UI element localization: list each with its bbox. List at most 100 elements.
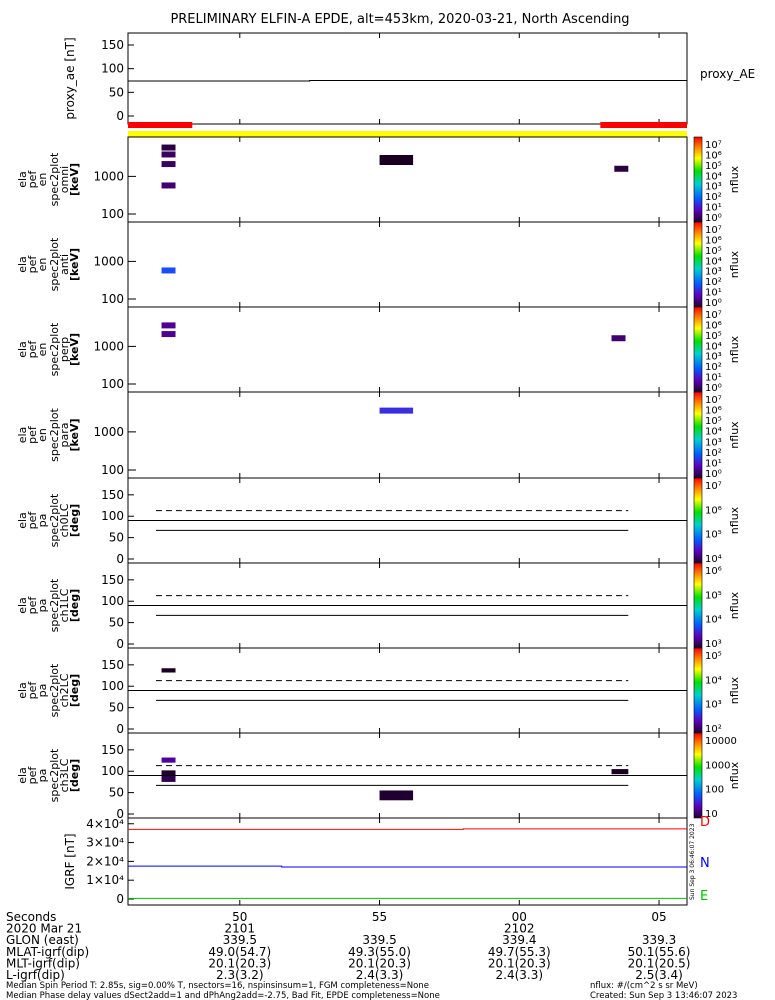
footer-label: Seconds [6,910,56,924]
footer-note-1: Median Spin Period T: 2.85s, sig=0.00% T… [6,981,429,991]
en-perp-colorbar-tick: 10⁰ [705,383,722,394]
en-anti-colorbar-tick: 10³ [705,267,722,278]
pa-ch2-colorbar-label: nflux [728,676,741,704]
en-para-colorbar-tick: 10⁵ [705,416,722,427]
proxy-ae-ytick-label: 50 [109,85,124,99]
en-perp-colorbar [693,306,703,393]
pa-ch2-ylabel: ela [16,682,29,699]
en-para-colorbar-tick: 10³ [705,437,722,448]
en-perp-colorbar-tick: 10⁵ [705,331,722,342]
pa-ch0-ylabel: [deg] [68,504,81,537]
en-para-ylabel: pef [26,425,39,444]
en-anti-colorbar-tick: 10⁷ [705,225,722,236]
footer-value: 20.1(20.3) [348,956,411,970]
pa-ch3-ytick-label: 0 [116,807,124,821]
en-para-colorbar-tick: 10⁴ [705,427,722,438]
pa-ch2-ytick-label: 50 [109,701,124,715]
igrf-ytick-label: 3×10⁴ [86,836,124,850]
position-bar-yellow [128,131,687,137]
footer-value: 339.4 [502,933,536,947]
pa-ch3-cell [379,790,414,801]
footer-label: 2020 Mar 21 [6,922,82,936]
en-perp-ylabel: pef [26,340,39,359]
footer-value: 55 [372,910,387,924]
pa-ch3-colorbar-label: nflux [728,761,741,789]
pa-ch3-cell [161,770,176,776]
pa-ch2-colorbar-tick: 10⁴ [705,675,722,686]
en-anti-colorbar-label: nflux [728,250,741,278]
footer-value: 50.1(55.6) [628,945,691,959]
footer-created: Created: Sun Sep 3 13:46:07 2023 [590,991,737,1000]
pa-ch0-ylabel: ch0LC [58,503,71,537]
en-perp-colorbar-label: nflux [728,335,741,363]
en-perp-cell [161,331,176,338]
footer-value: 20.1(20.3) [208,956,271,970]
pa-ch0-colorbar-label: nflux [728,506,741,534]
pa-ch2-ylabel: spec2plot [48,663,61,717]
pa-ch3-colorbar-tick: 10 [705,809,718,820]
igrf-legend-N: N [700,856,710,871]
en-omni-ylabel: en [36,173,49,187]
pa-ch2-colorbar [693,647,703,734]
igrf-frame [127,817,688,906]
en-anti-cell [161,267,176,274]
footer-value: 2101 [225,922,256,936]
pa-ch0-ytick-label: 100 [101,509,124,523]
en-anti-ylabel: ela [16,256,29,273]
pa-ch2-colorbar-tick: 10³ [705,700,722,711]
en-omni-cell [161,151,176,158]
en-para-ylabel: [keV] [68,418,81,451]
en-omni-colorbar-tick: 10⁵ [705,161,722,172]
en-perp-ylabel: en [36,343,49,357]
pa-ch2-ylabel: pef [26,681,39,700]
en-omni-colorbar-tick: 10⁷ [705,140,722,151]
en-anti-colorbar-tick: 10⁰ [705,298,722,309]
pa-ch2-ylabel: pa [36,684,49,698]
pa-ch0-colorbar-tick: 10⁷ [705,481,722,492]
en-para-colorbar-tick: 10⁶ [705,406,722,417]
pa-ch0-ylabel: pef [26,511,39,530]
footer-label: GLON (east) [6,933,79,947]
pa-ch1-colorbar-tick: 10⁴ [705,615,722,626]
en-omni-colorbar-tick: 10⁶ [705,150,722,161]
footer-value: 49.7(55.3) [488,945,551,959]
pa-ch0-ylabel: spec2plot [48,493,61,547]
pa-ch0-ytick-label: 50 [109,531,124,545]
en-perp-ylabel: spec2plot [48,322,61,376]
footer-note-2: Median Phase delay values dSect2add=1 an… [6,991,440,1000]
en-omni-ytick-label: 100 [101,207,124,221]
en-anti-ytick-label: 1000 [93,254,124,268]
en-anti-colorbar-tick: 10¹ [705,288,722,299]
en-anti-ylabel: pef [26,255,39,274]
pa-ch1-colorbar-tick: 10⁵ [705,590,722,601]
pa-ch0-ytick-label: 150 [101,488,124,502]
pa-ch3-colorbar-tick: 100 [705,785,724,796]
en-para-colorbar [693,391,703,479]
pa-ch2-ytick-label: 150 [101,658,124,672]
footer-value: 05 [651,910,666,924]
position-bar-red [600,122,687,128]
pa-ch3-colorbar [693,732,703,819]
footer-label: MLAT-igrf(dip) [6,945,89,959]
pa-ch3-cell [161,757,176,763]
en-anti-colorbar-tick: 10⁴ [705,256,722,267]
en-para-ytick-label: 100 [101,463,124,477]
pa-ch3-ytick-label: 150 [101,743,124,757]
igrf-legend-D: D [700,815,710,830]
pa-ch0-colorbar [693,477,703,564]
pa-ch1-ylabel: ch1LC [58,588,71,622]
en-perp-colorbar-tick: 10⁴ [705,341,722,352]
footer-value: 00 [512,910,527,924]
pa-ch3-ylabel: spec2plot [48,748,61,802]
en-para-ylabel: para [58,423,71,448]
en-anti-ylabel: spec2plot [48,237,61,291]
pa-ch0-colorbar-tick: 10⁵ [705,530,722,541]
footer-value: 20.1(20.3) [488,956,551,970]
footer-value: 339.3 [642,933,676,947]
pa-ch3-ytick-label: 100 [101,764,124,778]
pa-ch3-ylabel: [deg] [68,759,81,792]
footer-value: 2102 [504,922,535,936]
en-anti-ylabel: en [36,258,49,272]
